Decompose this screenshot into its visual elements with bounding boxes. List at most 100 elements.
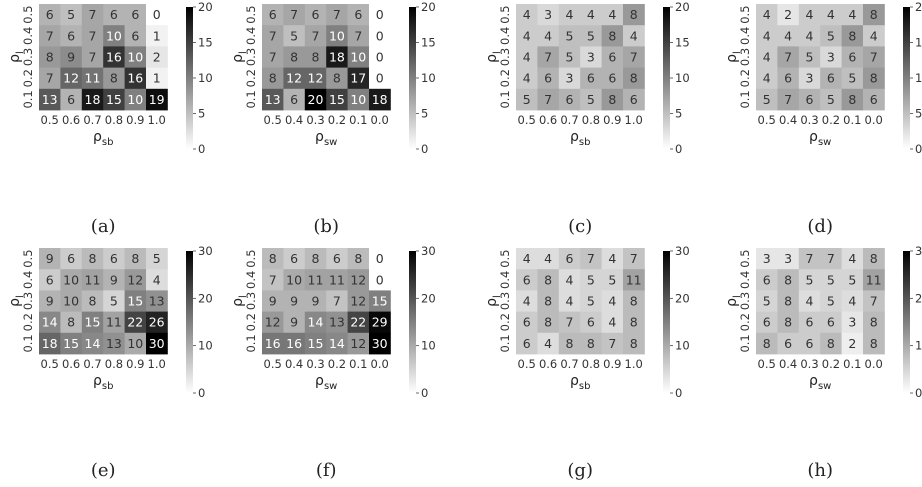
- heatmap-cell: [326, 332, 348, 355]
- heatmap-cell: [347, 46, 370, 68]
- heatmap-cell: [580, 67, 602, 90]
- cell-value-label: 9: [46, 251, 54, 266]
- heatmap-cell: [798, 290, 821, 312]
- heatmap-cell: [347, 248, 370, 270]
- heatmap-cell: [81, 332, 104, 355]
- cell-value-label: 5: [110, 294, 118, 309]
- cell-value-label: 4: [523, 294, 531, 309]
- y-tick-label: 0.2: [738, 313, 752, 331]
- heatmap-cell: [347, 25, 370, 47]
- heatmap-cell: [304, 311, 327, 334]
- cell-value-label: 1: [153, 71, 161, 86]
- cell-value-label: 7: [333, 7, 341, 22]
- cell-value-label: 26: [149, 315, 165, 330]
- cell-value-label: 6: [110, 251, 118, 266]
- heatmap-cell: [262, 311, 284, 334]
- x-tick-label: 0.9: [126, 113, 144, 127]
- x-tick-label: 0.6: [539, 113, 557, 127]
- heatmap-cell: [262, 67, 284, 90]
- heatmap-cell: [537, 88, 560, 111]
- cell-value-label: 0: [376, 251, 384, 266]
- x-tick-label: 0.1: [843, 113, 861, 127]
- cell-value-label: 15: [106, 92, 122, 107]
- heatmap-cell: [262, 4, 284, 26]
- cell-value-label: 13: [265, 92, 281, 107]
- heatmap-cell: [863, 25, 885, 47]
- colorbar-tick-label: 0: [675, 386, 682, 400]
- heatmap-cell: [103, 311, 125, 334]
- cell-value-label: 9: [46, 294, 54, 309]
- heatmap-cell: [756, 4, 778, 26]
- x-tick-label: 0.4: [779, 113, 797, 127]
- heatmap-cell: [39, 248, 61, 270]
- heatmap-cell: [841, 248, 864, 270]
- heatmap-cell: [820, 332, 842, 355]
- heatmap-cell: [601, 332, 624, 355]
- cell-value-label: 5: [827, 294, 835, 309]
- cell-value-label: 5: [827, 272, 835, 287]
- cell-value-label: 12: [63, 71, 79, 86]
- heatmap-cell: [326, 46, 348, 68]
- cell-value-label: 6: [763, 315, 771, 330]
- cell-value-label: 4: [630, 28, 638, 43]
- heatmap-cell: [863, 248, 885, 270]
- heatmap-cell: [623, 311, 645, 334]
- heatmap-cell: [798, 88, 821, 111]
- heatmap-cell: [81, 67, 104, 90]
- cell-value-label: 8: [608, 28, 616, 43]
- cell-value-label: 6: [523, 272, 531, 287]
- heatmap-cell: [81, 290, 104, 312]
- y-tick-label: 0.4: [738, 271, 752, 289]
- cell-value-label: 7: [269, 28, 277, 43]
- x-tick-label: 0.9: [126, 357, 144, 371]
- cell-value-label: 4: [848, 251, 856, 266]
- heatmap-cell: [820, 248, 842, 270]
- colorbar-tick-label: 20: [198, 0, 213, 14]
- heatmap-cell: [798, 67, 821, 90]
- cell-value-label: 7: [870, 50, 878, 65]
- cell-value-label: 5: [848, 272, 856, 287]
- heatmap-cell: [326, 290, 348, 312]
- cell-value-label: 6: [110, 7, 118, 22]
- x-tick-label: 1.0: [625, 113, 643, 127]
- cell-value-label: 3: [544, 7, 552, 22]
- heatmap-cell: [146, 4, 168, 26]
- cell-value-label: 30: [372, 336, 388, 351]
- cell-value-label: 5: [848, 71, 856, 86]
- cell-value-label: 4: [763, 28, 771, 43]
- heatmap-cell: [777, 25, 800, 47]
- x-tick-label: 0.9: [603, 357, 621, 371]
- cell-value-label: 30: [149, 336, 165, 351]
- heatmap-cell: [516, 88, 538, 111]
- cell-value-label: 4: [763, 50, 771, 65]
- cell-value-label: 5: [608, 272, 616, 287]
- cell-value-label: 6: [870, 92, 878, 107]
- heatmap-cell: [81, 248, 104, 270]
- cell-value-label: 7: [544, 50, 552, 65]
- cell-value-label: 3: [827, 50, 835, 65]
- heatmap-cell: [39, 290, 61, 312]
- cell-value-label: 7: [870, 294, 878, 309]
- colorbar-tick-label: 5: [915, 107, 922, 121]
- cell-value-label: 8: [630, 336, 638, 351]
- heatmap-cell: [756, 290, 778, 312]
- x-tick-label: 0.5: [41, 357, 59, 371]
- heatmap-cell: [516, 332, 538, 355]
- heatmap-cell: [841, 311, 864, 334]
- cell-value-label: 3: [763, 251, 771, 266]
- y-tick-label: 0.1: [21, 334, 35, 352]
- y-tick-label: 0.3: [738, 48, 752, 66]
- cell-value-label: 11: [329, 272, 345, 287]
- heatmap-cell: [623, 269, 645, 291]
- cell-value-label: 10: [350, 92, 366, 107]
- heatmap-cell: [146, 88, 168, 111]
- heatmap-cell: [124, 25, 147, 47]
- heatmap-cell: [820, 4, 842, 26]
- cell-value-label: 10: [63, 272, 79, 287]
- heatmap-cell: [841, 46, 864, 68]
- colorbar-tick-label: 15: [421, 36, 436, 50]
- heatmap-cell: [326, 311, 348, 334]
- heatmap-cell: [580, 248, 602, 270]
- x-tick-label: 0.1: [349, 113, 367, 127]
- cell-value-label: 20: [308, 92, 324, 107]
